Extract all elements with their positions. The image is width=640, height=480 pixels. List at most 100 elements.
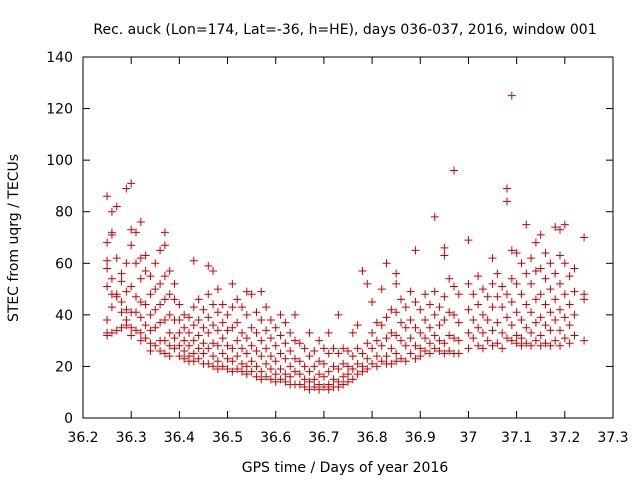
data-point	[185, 341, 193, 350]
data-point	[262, 372, 271, 381]
data-point	[416, 328, 425, 337]
data-point	[291, 310, 299, 319]
data-point	[411, 341, 420, 350]
data-point	[103, 256, 112, 265]
data-point	[127, 323, 136, 332]
data-point	[266, 334, 275, 343]
data-point	[112, 292, 121, 301]
data-point	[512, 308, 521, 317]
data-point	[305, 328, 314, 337]
data-point	[223, 365, 232, 374]
data-point	[189, 256, 198, 265]
data-point	[377, 341, 386, 350]
data-point	[305, 367, 314, 376]
data-point	[493, 318, 502, 327]
data-point	[247, 367, 256, 376]
data-point	[194, 354, 203, 363]
data-point	[344, 362, 352, 371]
data-point	[286, 372, 295, 381]
data-point	[136, 297, 145, 306]
data-point	[286, 328, 295, 337]
data-point	[464, 305, 473, 314]
data-point	[151, 341, 160, 350]
data-point	[141, 334, 150, 343]
data-point	[440, 243, 449, 252]
data-point	[252, 328, 261, 337]
data-point	[160, 336, 169, 345]
data-point	[478, 328, 487, 337]
data-point	[199, 323, 208, 332]
data-point	[353, 359, 362, 368]
data-point	[300, 362, 309, 371]
data-point	[204, 344, 213, 353]
data-point	[531, 267, 540, 276]
data-point	[271, 377, 280, 386]
data-point	[165, 341, 174, 350]
data-point	[223, 326, 232, 335]
x-tick-label: 37.1	[501, 430, 532, 446]
data-point	[127, 179, 136, 188]
data-point	[291, 336, 299, 345]
data-point	[136, 274, 145, 283]
data-point	[464, 328, 473, 337]
data-point	[560, 334, 569, 343]
data-point	[160, 241, 169, 250]
data-point	[478, 285, 487, 294]
data-point	[348, 352, 357, 361]
data-point	[132, 259, 140, 268]
data-point	[507, 297, 516, 306]
data-point	[344, 370, 352, 379]
data-point	[324, 328, 333, 337]
data-point	[348, 365, 357, 374]
data-point	[136, 313, 145, 322]
y-tick-label: 140	[46, 50, 73, 66]
data-point	[358, 349, 367, 358]
data-point	[170, 279, 179, 288]
data-point	[300, 344, 309, 353]
y-tick-label: 40	[55, 308, 73, 324]
data-point	[512, 331, 521, 340]
data-point	[281, 370, 290, 379]
data-point	[199, 339, 208, 348]
data-point	[305, 377, 314, 386]
data-point	[305, 385, 314, 394]
data-point	[305, 352, 314, 361]
data-point	[372, 352, 381, 361]
data-point	[551, 316, 560, 325]
data-point	[213, 285, 222, 294]
data-point	[387, 328, 396, 337]
data-point	[411, 354, 420, 363]
data-point	[257, 287, 266, 296]
data-point	[276, 365, 285, 374]
data-point	[517, 316, 526, 325]
data-point	[397, 295, 405, 304]
y-tick-label: 20	[55, 359, 73, 375]
data-point	[522, 220, 531, 229]
data-point	[363, 279, 372, 288]
data-point	[397, 336, 405, 345]
data-point	[560, 259, 569, 268]
data-point	[435, 336, 444, 345]
data-point	[565, 339, 574, 348]
data-point	[315, 336, 324, 345]
data-point	[353, 344, 362, 353]
data-point	[551, 269, 560, 278]
data-point	[392, 357, 401, 366]
data-point	[536, 313, 545, 322]
data-point	[233, 352, 242, 361]
data-point	[151, 323, 160, 332]
data-point	[117, 323, 126, 332]
data-point	[194, 316, 203, 325]
data-point	[522, 300, 531, 309]
data-point	[421, 334, 430, 343]
data-point	[117, 269, 126, 278]
data-point	[372, 362, 381, 371]
data-point	[454, 349, 463, 358]
data-point	[238, 303, 246, 312]
data-point	[507, 246, 516, 255]
data-point	[319, 372, 328, 381]
data-point	[146, 272, 155, 281]
data-point	[209, 321, 218, 330]
data-point	[170, 295, 179, 304]
data-point	[238, 344, 246, 353]
